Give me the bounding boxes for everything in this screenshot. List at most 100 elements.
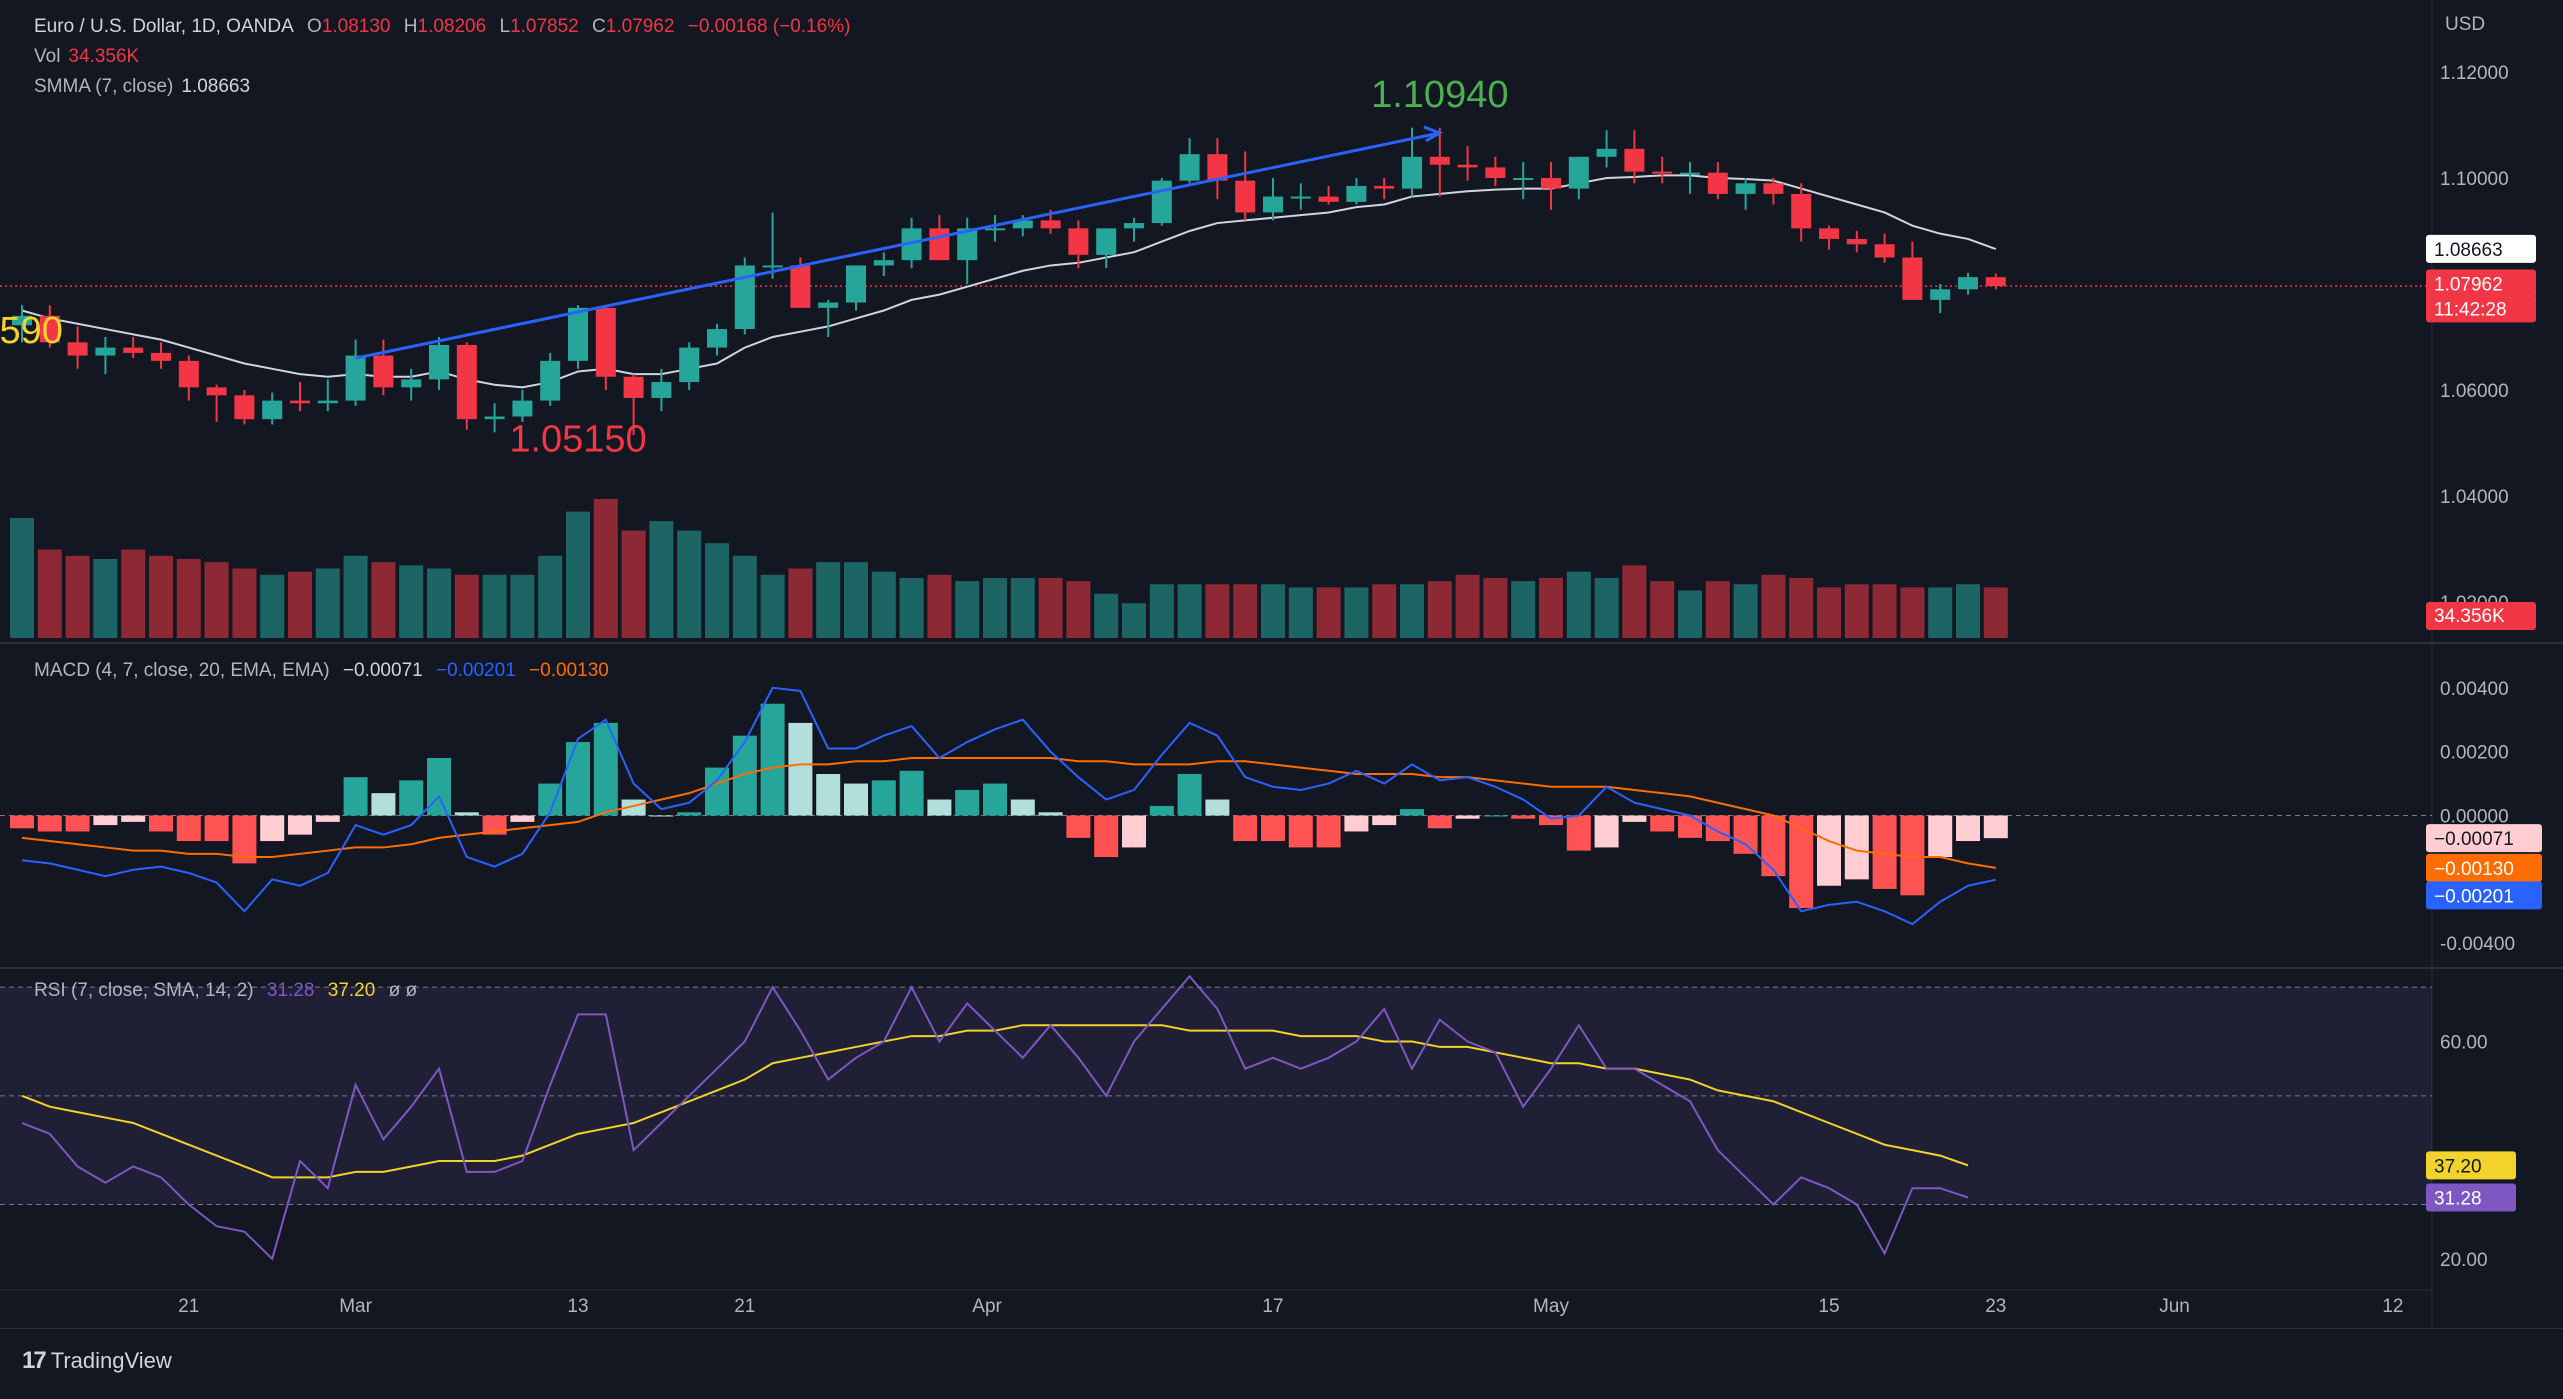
time-axis-label: 12 bbox=[2382, 1296, 2403, 1317]
volume-bar bbox=[1511, 581, 1536, 638]
volume-bar bbox=[1539, 577, 1563, 638]
macd-line-value: −0.00201 bbox=[435, 660, 516, 681]
volume-bar bbox=[232, 568, 257, 638]
macd-histogram-bar bbox=[37, 815, 62, 832]
volume-bar bbox=[482, 574, 507, 638]
time-axis-label: 23 bbox=[1985, 1296, 2006, 1317]
volume-bar bbox=[1261, 584, 1285, 638]
macd-histogram-bar bbox=[93, 815, 118, 826]
price-annotation: 1.05150 bbox=[509, 418, 646, 460]
macd-histogram-bar bbox=[677, 812, 702, 816]
macd-histogram-bar bbox=[705, 767, 729, 816]
candle-body bbox=[39, 315, 60, 343]
tradingview-logo[interactable]: 17 TradingView bbox=[22, 1347, 172, 1375]
currency-label: USD bbox=[2445, 14, 2486, 35]
price-axis-tick: 1.04000 bbox=[2440, 487, 2509, 508]
macd-histogram-bar bbox=[871, 780, 896, 816]
volume-bar bbox=[37, 549, 62, 638]
volume-bar bbox=[399, 565, 424, 638]
volume-bar bbox=[788, 568, 813, 638]
volume-bar bbox=[1844, 584, 1869, 638]
macd-histogram-bar bbox=[983, 783, 1007, 816]
volume-bar bbox=[1789, 577, 1814, 638]
macd-axis-tick: 0.00200 bbox=[2440, 743, 2509, 764]
candle-body bbox=[429, 344, 449, 380]
candle-body bbox=[512, 400, 533, 417]
macd-badge-text: −0.00201 bbox=[2434, 886, 2514, 907]
candle-body bbox=[651, 382, 672, 398]
macd-histogram-bar bbox=[121, 815, 146, 822]
candle-body bbox=[401, 379, 422, 388]
volume-badge bbox=[2426, 602, 2536, 630]
candle-body bbox=[1179, 154, 1200, 181]
volume-bar bbox=[1594, 577, 1619, 638]
macd-histogram-bar bbox=[1149, 805, 1174, 816]
volume-bar bbox=[927, 574, 952, 638]
time-axis-label: Jun bbox=[2159, 1296, 2190, 1317]
volume-bar bbox=[1761, 574, 1786, 638]
volume-bar bbox=[371, 562, 396, 638]
volume-bar bbox=[1400, 584, 1424, 638]
candle-body bbox=[1735, 183, 1756, 194]
low-value: 1.07852 bbox=[510, 16, 579, 37]
macd-line bbox=[21, 686, 1997, 926]
volume-bar bbox=[871, 571, 896, 638]
volume-bar bbox=[1956, 584, 1980, 638]
candle-body bbox=[123, 347, 144, 353]
macd-signal-value: −0.00130 bbox=[529, 660, 609, 681]
volume-bar bbox=[1233, 584, 1258, 638]
volume-badge-text: 34.356K bbox=[2434, 606, 2505, 627]
macd-histogram-bar bbox=[1010, 799, 1035, 816]
volume-bar bbox=[1872, 584, 1897, 638]
candle-body bbox=[1346, 185, 1367, 202]
candle-body bbox=[568, 307, 588, 361]
candle-body bbox=[262, 400, 283, 420]
macd-histogram-bar bbox=[10, 815, 34, 829]
candle-body bbox=[290, 400, 310, 404]
high-value: 1.08206 bbox=[417, 16, 487, 37]
time-axis-label: 21 bbox=[178, 1296, 199, 1317]
candle-body bbox=[818, 302, 839, 308]
footer-bar: 17 TradingView bbox=[0, 1328, 2563, 1395]
rsi-badge-text: 31.28 bbox=[2434, 1189, 2482, 1210]
candle-body bbox=[873, 260, 894, 266]
price-badge-text: 1.08663 bbox=[2434, 240, 2503, 261]
rsi-tail: ø ø bbox=[388, 980, 418, 1001]
candle-body bbox=[985, 228, 1005, 231]
price-axis-tick: 1.12000 bbox=[2440, 63, 2509, 84]
volume-bar bbox=[204, 562, 229, 638]
volume-bar bbox=[732, 555, 757, 638]
macd-legend: MACD (4, 7, close, 20, EMA, EMA) −0.0007… bbox=[34, 660, 609, 681]
macd-histogram-bar bbox=[955, 789, 980, 816]
candle-body bbox=[1457, 164, 1478, 168]
volume-bar bbox=[1983, 587, 2008, 638]
volume-bar bbox=[176, 559, 201, 638]
candle-body bbox=[345, 355, 366, 401]
candle-body bbox=[846, 265, 866, 303]
ohlc-values: O1.08130 H1.08206 L1.07852 C1.07962 −0.0… bbox=[307, 16, 851, 37]
macd-histogram-bar bbox=[1928, 815, 1953, 858]
macd-histogram-bar bbox=[1400, 809, 1424, 816]
volume-bar bbox=[593, 498, 618, 638]
volume-bar bbox=[1205, 584, 1230, 638]
volume-bar bbox=[705, 543, 729, 638]
macd-histogram-bar bbox=[1455, 815, 1480, 819]
candle-body bbox=[623, 376, 644, 398]
rsi-axis-tick: 60.00 bbox=[2440, 1033, 2488, 1054]
volume-bar bbox=[1566, 571, 1591, 638]
volume-bar bbox=[260, 574, 285, 638]
candle-body bbox=[1930, 289, 1951, 300]
volume-bar bbox=[1817, 587, 1841, 638]
volume-bar bbox=[93, 559, 118, 638]
macd-histogram-bar bbox=[1205, 799, 1230, 816]
volume-bar bbox=[288, 571, 312, 638]
volume-bar bbox=[10, 517, 34, 638]
volume-bar bbox=[1372, 584, 1397, 638]
candle-body bbox=[901, 228, 922, 261]
volume-bar bbox=[621, 530, 646, 638]
macd-histogram-bar bbox=[1261, 815, 1285, 842]
volume-legend: Vol 34.356K bbox=[34, 46, 140, 67]
macd-histogram-bar bbox=[204, 815, 229, 842]
